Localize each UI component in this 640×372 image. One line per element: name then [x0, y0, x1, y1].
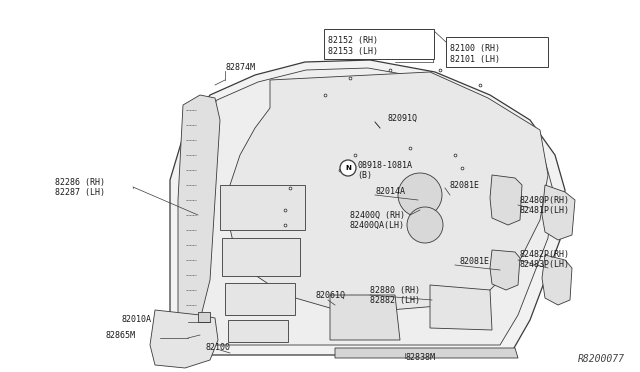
- Text: 82061Q: 82061Q: [316, 291, 346, 299]
- Text: 82481P(LH): 82481P(LH): [520, 205, 570, 215]
- Bar: [225, 283, 295, 315]
- Circle shape: [407, 207, 443, 243]
- Text: 82483P(LH): 82483P(LH): [520, 260, 570, 269]
- Text: 82400QA(LH): 82400QA(LH): [350, 221, 405, 230]
- Circle shape: [340, 160, 356, 176]
- Polygon shape: [542, 185, 575, 240]
- Polygon shape: [170, 60, 565, 355]
- Text: 82882 (LH): 82882 (LH): [370, 295, 420, 305]
- Text: 82865M: 82865M: [105, 330, 135, 340]
- Circle shape: [398, 173, 442, 217]
- Text: 82091Q: 82091Q: [388, 113, 418, 122]
- Text: 82400Q (RH): 82400Q (RH): [350, 211, 405, 219]
- Bar: [220, 185, 305, 230]
- Text: 82480P(RH): 82480P(RH): [520, 196, 570, 205]
- Bar: [198, 312, 210, 322]
- Text: R8200077: R8200077: [578, 354, 625, 364]
- Text: 82287 (LH): 82287 (LH): [55, 189, 105, 198]
- Polygon shape: [335, 348, 518, 358]
- Polygon shape: [228, 72, 548, 310]
- Polygon shape: [178, 95, 220, 330]
- Polygon shape: [330, 295, 400, 340]
- Polygon shape: [180, 68, 553, 345]
- Polygon shape: [430, 285, 492, 330]
- Text: 82100: 82100: [205, 343, 230, 353]
- FancyBboxPatch shape: [446, 37, 548, 67]
- Text: 08918-1081A: 08918-1081A: [357, 161, 412, 170]
- Text: 82010A: 82010A: [122, 315, 152, 324]
- Text: 82152 (RH): 82152 (RH): [328, 36, 378, 45]
- Text: 82081E: 82081E: [460, 257, 490, 266]
- Text: 82838M: 82838M: [405, 353, 435, 362]
- Text: 82014A: 82014A: [375, 187, 405, 196]
- Polygon shape: [490, 250, 520, 290]
- Text: N: N: [345, 165, 351, 171]
- Text: 82286 (RH): 82286 (RH): [55, 179, 105, 187]
- Polygon shape: [490, 175, 522, 225]
- Text: 82101 (LH): 82101 (LH): [450, 55, 500, 64]
- Bar: [228, 320, 288, 342]
- Text: 82081E: 82081E: [450, 180, 480, 189]
- Text: 82874M: 82874M: [225, 64, 255, 73]
- Text: 82100 (RH): 82100 (RH): [450, 44, 500, 53]
- Text: 82880 (RH): 82880 (RH): [370, 285, 420, 295]
- FancyBboxPatch shape: [324, 29, 434, 59]
- Text: (B): (B): [357, 171, 372, 180]
- Polygon shape: [150, 310, 218, 368]
- Bar: [222, 238, 300, 276]
- Polygon shape: [542, 255, 572, 305]
- Text: 82153 (LH): 82153 (LH): [328, 47, 378, 56]
- Text: 82482P(RH): 82482P(RH): [520, 250, 570, 260]
